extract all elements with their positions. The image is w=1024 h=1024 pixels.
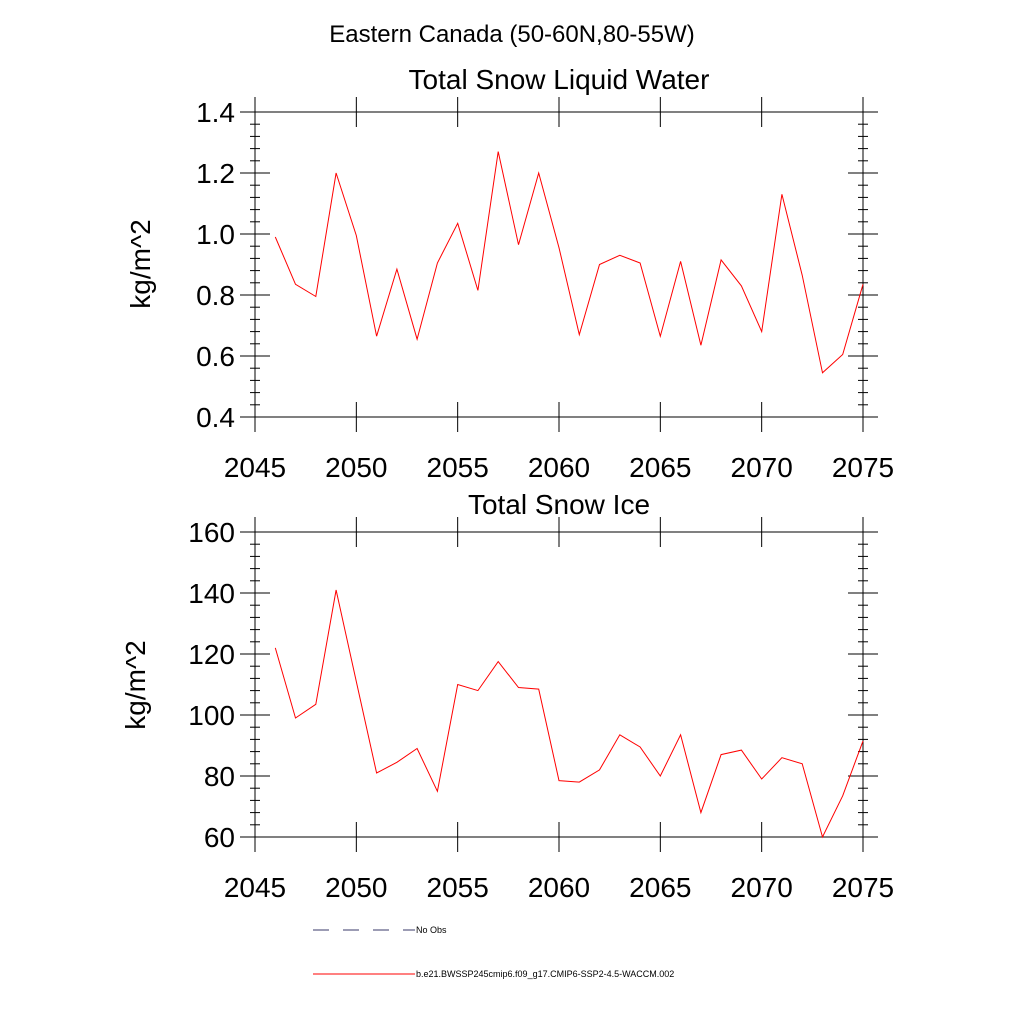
y-tick-label: 0.6 [196,341,235,372]
legend: No Obs b.e21.BWSSP245cmip6.f09_g17.CMIP6… [313,925,674,979]
y-axis-label: kg/m^2 [125,219,156,308]
y-axis-label: kg/m^2 [120,640,151,729]
snow-liquid-water-panel: Total Snow Liquid Water kg/m^2 0.4 0.6 0.8… [125,64,894,483]
legend-model-label: b.e21.BWSSP245cmip6.f09_g17.CMIP6-SSP2-4… [416,969,674,979]
x-tick-label: 2070 [731,872,793,903]
x-tick-label: 2045 [224,452,286,483]
figure-suptitle: Eastern Canada (50-60N,80-55W) [329,21,695,48]
y-tick-label: 1.4 [196,97,235,128]
x-tick-label: 2055 [427,452,489,483]
x-tick-label: 2075 [832,872,894,903]
series-line [274,151,864,374]
y-tick-label: 0.8 [196,280,235,311]
series-line [274,589,864,839]
x-tick-label: 2045 [224,872,286,903]
legend-obs-label: No Obs [416,925,447,935]
x-tick-label: 2055 [427,872,489,903]
panel-title: Total Snow Ice [468,489,650,520]
y-tick-label: 100 [188,700,235,731]
x-tick-label: 2065 [629,452,691,483]
y-tick-label: 160 [188,517,235,548]
x-tick-label: 2050 [325,872,387,903]
y-tick-label: 140 [188,578,235,609]
x-tick-label: 2065 [629,872,691,903]
y-tick-label: 120 [188,639,235,670]
y-tick-label: 0.4 [196,402,235,433]
x-tick-label: 2050 [325,452,387,483]
x-tick-label: 2070 [731,452,793,483]
x-tick-label: 2060 [528,452,590,483]
y-tick-label: 80 [204,761,235,792]
y-tick-label: 1.2 [196,158,235,189]
x-tick-label: 2060 [528,872,590,903]
y-tick-label: 60 [204,822,235,853]
x-tick-label: 2075 [832,452,894,483]
snow-ice-panel: Total Snow Ice kg/m^2 60 80 100 120 140 160 20… [120,489,894,903]
panel-title: Total Snow Liquid Water [409,64,710,95]
plot-frame [254,531,864,838]
y-tick-label: 1.0 [196,219,235,250]
